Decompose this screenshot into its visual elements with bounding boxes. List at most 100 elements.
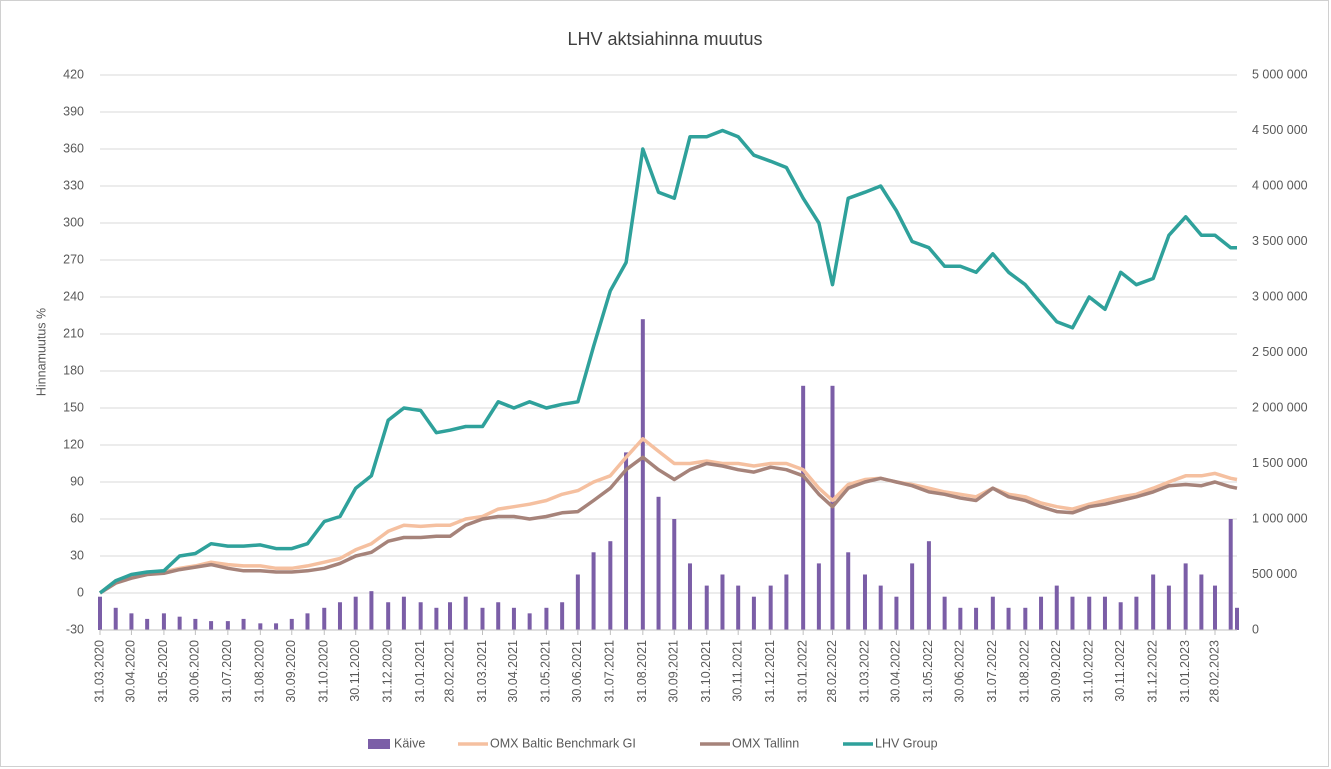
legend-label: OMX Baltic Benchmark GI: [490, 736, 636, 750]
volume-bar: [608, 541, 613, 630]
y-tick-label: 90: [70, 474, 84, 488]
volume-bar: [98, 596, 102, 630]
volume-bar: [784, 574, 789, 630]
volume-bar: [672, 519, 677, 630]
volume-bar: [1235, 607, 1239, 630]
y-tick-label: 60: [70, 511, 84, 525]
volume-bar: [418, 602, 423, 630]
volume-bar: [1023, 607, 1028, 630]
volume-bar: [1118, 602, 1123, 630]
volume-bar: [1228, 519, 1233, 630]
x-tick-label: 28.02.2023: [1207, 640, 1221, 703]
volume-bar: [751, 596, 756, 630]
x-tick-label: 31.10.2021: [699, 640, 713, 703]
volume-bar: [225, 621, 230, 630]
x-tick-label: 31.08.2021: [635, 640, 649, 703]
volume-bar: [289, 618, 294, 630]
y2-tick-label: 3 500 000: [1252, 234, 1308, 248]
y2-tick-label: 4 500 000: [1252, 123, 1308, 137]
x-tick-label: 31.05.2020: [156, 640, 170, 703]
y-tick-label: 0: [77, 585, 84, 599]
y2-tick-label: 3 000 000: [1252, 289, 1308, 303]
volume-bar: [640, 319, 645, 630]
y-tick-label: 420: [63, 67, 84, 81]
x-tick-label: 30.11.2020: [348, 640, 362, 702]
volume-bar: [386, 602, 391, 630]
legend-label: OMX Tallinn: [732, 736, 799, 750]
x-tick-label: 31.12.2021: [763, 640, 777, 703]
x-tick-label: 30.11.2022: [1113, 640, 1127, 702]
volume-bar: [816, 563, 821, 630]
x-tick-label: 31.08.2020: [253, 640, 267, 703]
x-tick-label: 31.07.2020: [220, 640, 234, 703]
volume-bar: [1151, 574, 1156, 630]
volume-bar: [720, 574, 725, 630]
volume-bar: [193, 618, 198, 630]
volume-bar: [369, 591, 374, 630]
x-tick-label: 31.10.2022: [1082, 640, 1096, 703]
x-tick-label: 31.05.2021: [539, 640, 553, 703]
volume-bar: [862, 574, 867, 630]
volume-bar: [161, 613, 166, 630]
x-tick-label: 31.01.2023: [1178, 640, 1192, 703]
volume-bar: [1134, 596, 1139, 630]
volume-bar: [177, 616, 182, 630]
volume-bar: [656, 496, 661, 630]
series-line: [99, 455, 1238, 595]
volume-bar: [448, 602, 453, 630]
x-tick-label: 31.07.2022: [985, 640, 999, 703]
x-tick-label: 31.01.2021: [413, 640, 427, 703]
x-tick-label: 28.02.2021: [442, 640, 456, 703]
y2-tick-label: 500 000: [1252, 567, 1297, 581]
volume-bar: [910, 563, 915, 630]
x-tick-label: 31.01.2022: [795, 640, 809, 703]
volume-bar: [1199, 574, 1204, 630]
x-tick-label: 30.04.2022: [889, 640, 903, 703]
volume-bar: [401, 596, 406, 630]
volume-bar: [958, 607, 963, 630]
x-tick-label: 30.06.2020: [188, 640, 202, 703]
volume-bar: [258, 623, 263, 630]
x-tick-label: 31.03.2020: [92, 640, 106, 703]
x-tick-label: 31.03.2021: [475, 640, 489, 703]
volume-bar: [768, 585, 773, 630]
volume-bar: [1183, 563, 1188, 630]
volume-bar: [974, 607, 979, 630]
volume-bar: [1054, 585, 1059, 630]
volume-bar: [990, 596, 995, 630]
volume-bar: [878, 585, 883, 630]
volume-bar: [1166, 585, 1171, 630]
legend-label: LHV Group: [875, 736, 938, 750]
legend-label: Käive: [394, 736, 425, 750]
volume-bar: [926, 541, 931, 630]
y2-tick-label: 5 000 000: [1252, 67, 1308, 81]
y-axis-label: Hinnamuutus %: [34, 308, 48, 396]
x-tick-label: 31.05.2022: [921, 640, 935, 703]
y-tick-label: 390: [63, 104, 84, 118]
volume-bar: [687, 563, 692, 630]
volume-bar: [1212, 585, 1217, 630]
volume-bar: [145, 618, 150, 630]
volume-bar: [1039, 596, 1044, 630]
x-tick-label: 28.02.2022: [825, 640, 839, 703]
x-tick-label: 30.09.2020: [284, 640, 298, 703]
volume-bar: [846, 552, 851, 630]
y2-tick-label: 1 500 000: [1252, 456, 1308, 470]
volume-bar: [736, 585, 741, 630]
volume-bar: [624, 452, 629, 630]
x-tick-label: 31.12.2020: [380, 640, 394, 703]
volume-bar: [113, 607, 118, 630]
chart-title: LHV aktsiahinna muutus: [567, 29, 762, 49]
y-tick-label: 270: [63, 252, 84, 266]
y-tick-label: 330: [63, 178, 84, 192]
volume-bar: [209, 621, 214, 630]
volume-bar: [544, 607, 549, 630]
x-tick-label: 30.11.2021: [730, 640, 744, 702]
volume-bar: [480, 607, 485, 630]
volume-bar: [1006, 607, 1011, 630]
volume-bar: [496, 602, 501, 630]
y-tick-label: 300: [63, 215, 84, 229]
volume-bar: [274, 623, 279, 630]
